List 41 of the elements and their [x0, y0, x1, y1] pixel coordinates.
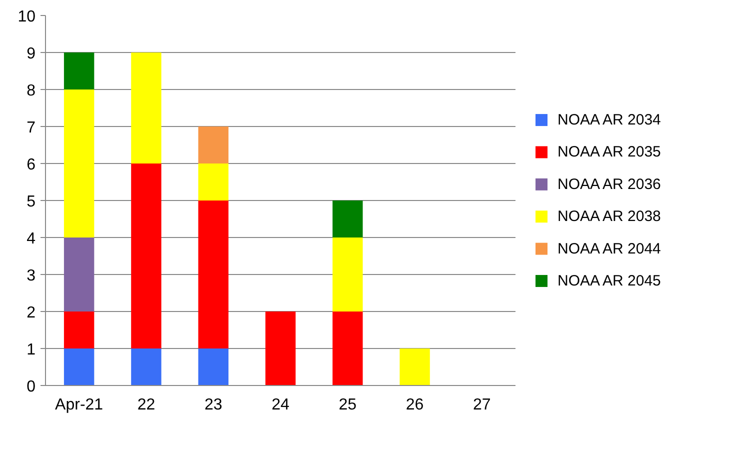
y-tick-label: 3 [26, 268, 36, 284]
x-tick-label: 24 [272, 396, 290, 414]
legend-label: NOAA AR 2036 [558, 176, 661, 193]
x-tick-label: 22 [137, 396, 156, 414]
x-tick-label: Apr-21 [55, 396, 104, 414]
x-tick-label: 23 [204, 396, 222, 414]
bar [198, 164, 228, 200]
bar [64, 90, 94, 238]
y-tick-label: 9 [26, 46, 36, 62]
bar [64, 238, 94, 312]
bar [131, 164, 162, 348]
bar [400, 348, 430, 386]
bar [198, 348, 228, 386]
x-tick-label: 25 [338, 396, 357, 414]
bar [131, 52, 162, 164]
legend-label: NOAA AR 2034 [558, 112, 661, 129]
bar [198, 126, 228, 164]
bar [265, 312, 296, 386]
legend-label: NOAA AR 2045 [558, 272, 661, 290]
y-tick-label: 1 [26, 342, 36, 358]
y-tick-label: 0 [26, 378, 36, 396]
legend-label: NOAA AR 2035 [558, 144, 661, 161]
y-tick-label: 2 [26, 304, 36, 322]
y-tick-label: 5 [26, 194, 36, 210]
bar [332, 238, 363, 312]
legend-label: NOAA AR 2038 [558, 208, 661, 226]
x-tick-label: 26 [406, 396, 424, 414]
bar [64, 312, 94, 348]
bar [332, 312, 363, 386]
bar [198, 200, 228, 348]
bar [131, 348, 162, 386]
bar [332, 200, 363, 238]
x-tick-label: 27 [473, 396, 491, 414]
legend-label: NOAA AR 2044 [558, 240, 661, 258]
y-tick-label: 10 [18, 8, 36, 26]
y-tick-label: 8 [26, 82, 36, 100]
bar [64, 348, 94, 386]
y-tick-label: 6 [26, 156, 36, 174]
y-tick-label: 4 [26, 230, 36, 248]
y-tick-label: 7 [26, 120, 36, 136]
bar [64, 52, 94, 90]
